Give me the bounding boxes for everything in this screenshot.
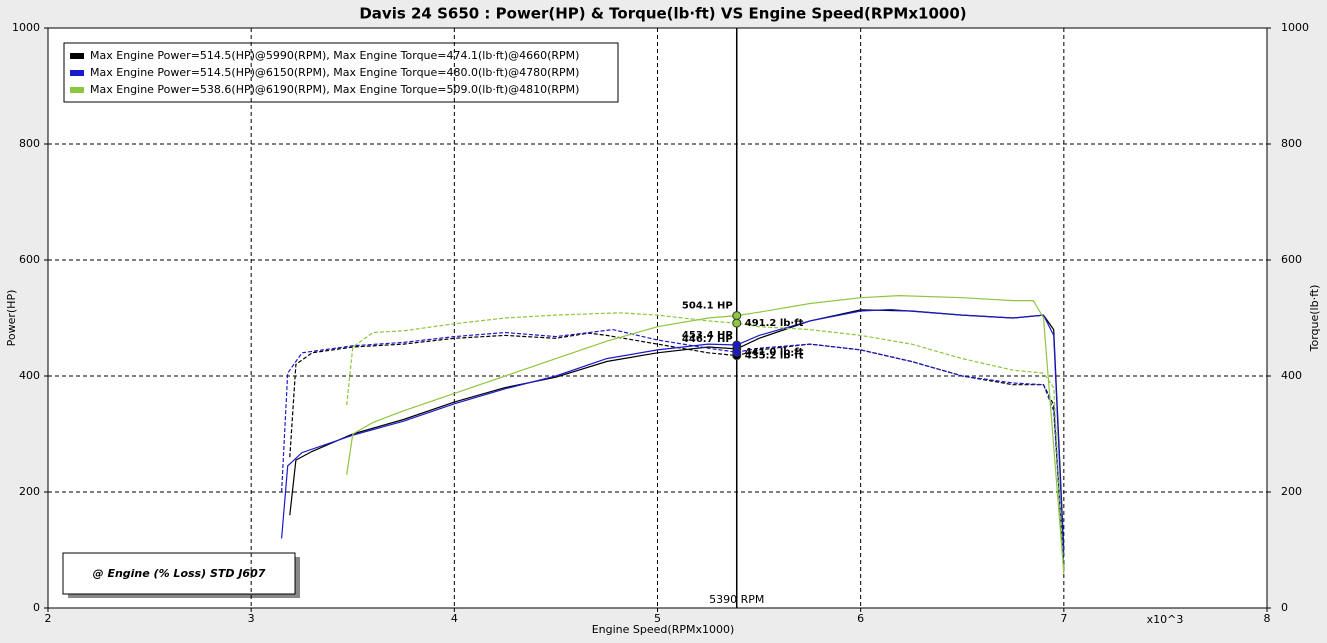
y2-tick-label: 200 <box>1281 485 1302 498</box>
cursor-torque-readout: 491.2 lb·ft <box>745 318 804 329</box>
legend-swatch <box>70 87 84 93</box>
y-tick-label: 400 <box>19 369 40 382</box>
y-tick-label: 200 <box>19 485 40 498</box>
cursor-power-readout: 504.1 HP <box>682 301 733 312</box>
cursor-power-marker <box>732 311 742 321</box>
cursor-torque-readout: 441.0 lb·ft <box>745 347 804 358</box>
x-tick-label: 5 <box>654 612 661 625</box>
x-tick-label: 6 <box>857 612 864 625</box>
y2-axis-title: Torque(lb·ft) <box>1308 285 1321 353</box>
cursor-power-readout: 453.4 HP <box>682 330 733 341</box>
x-tick-label: 2 <box>45 612 52 625</box>
cursor-power-readout: 446.7 HP <box>682 334 733 345</box>
y-tick-label: 600 <box>19 253 40 266</box>
x-axis-title: Engine Speed(RPMx1000) <box>592 623 735 636</box>
legend-swatch <box>70 53 84 59</box>
x-tick-label: 8 <box>1264 612 1271 625</box>
y-axis-title: Power(HP) <box>5 290 18 347</box>
x-tick-label: 3 <box>248 612 255 625</box>
power-line <box>346 294 1065 574</box>
legend-swatch <box>70 70 84 76</box>
torque-line <box>281 328 1065 568</box>
y2-tick-label: 600 <box>1281 253 1302 266</box>
x-axis-unit: x10^3 <box>1147 613 1184 626</box>
y2-tick-label: 1000 <box>1281 21 1309 34</box>
legend-label: Max Engine Power=514.5(HP)@5990(RPM), Ma… <box>90 49 579 62</box>
y2-tick-label: 400 <box>1281 369 1302 382</box>
torque-line <box>346 312 1065 574</box>
chart-title: Davis 24 S650 : Power(HP) & Torque(lb·ft… <box>359 5 966 23</box>
legend-label: Max Engine Power=514.5(HP)@6150(RPM), Ma… <box>90 66 579 79</box>
annotation-box <box>62 552 296 595</box>
y-tick-label: 0 <box>33 601 40 614</box>
y2-tick-label: 800 <box>1281 137 1302 150</box>
x-tick-label: 7 <box>1060 612 1067 625</box>
power-line <box>281 308 1065 556</box>
cursor-torque-marker <box>732 347 742 357</box>
legend-label: Max Engine Power=538.6(HP)@6190(RPM), Ma… <box>90 83 579 96</box>
y-tick-label: 1000 <box>12 21 40 34</box>
cursor-torque-readout: 435.2 lb·ft <box>745 351 804 362</box>
legend-box <box>63 42 619 103</box>
y2-tick-label: 0 <box>1281 601 1288 614</box>
cursor-torque-marker <box>732 318 742 328</box>
cursor-label: 5390 RPM <box>709 593 764 606</box>
x-tick-label: 4 <box>451 612 458 625</box>
annotation: @ Engine (% Loss) STD J607 <box>93 567 266 580</box>
y-tick-label: 800 <box>19 137 40 150</box>
torque-line <box>289 332 1065 568</box>
